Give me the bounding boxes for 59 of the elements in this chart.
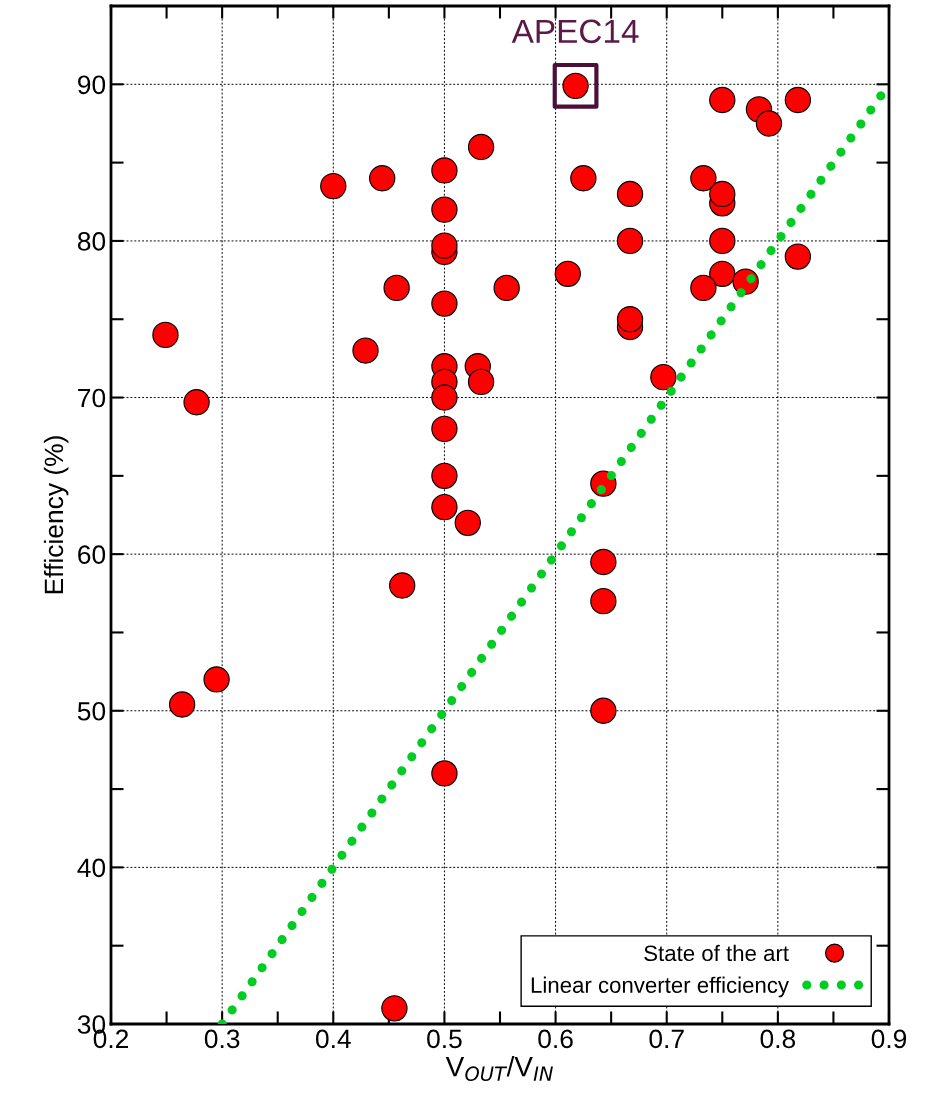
point [431, 462, 458, 490]
point [431, 196, 458, 223]
point [690, 274, 717, 302]
point [168, 691, 196, 718]
point [784, 86, 812, 114]
point [381, 995, 408, 1022]
point [352, 337, 379, 364]
point [383, 274, 410, 302]
annotation: APEC14 [511, 19, 639, 44]
x-tick-label: 0.6 [538, 1029, 573, 1049]
y-tick-label: 50 [77, 701, 106, 721]
y-axis-title: Efficiency (%) [43, 436, 69, 594]
y-tick-label: 60 [78, 545, 106, 564]
point [616, 227, 644, 255]
y-tick-label: 80 [77, 232, 106, 251]
x-axis-title: V$_{OUT}$/V$_{IN}$ [445, 1056, 553, 1082]
point [431, 290, 458, 317]
point [554, 260, 581, 287]
point [431, 493, 458, 521]
point [467, 368, 495, 396]
point [690, 165, 717, 192]
y-tick-label: 70 [78, 388, 106, 408]
x-tick-label: 0.4 [315, 1029, 351, 1049]
point [389, 572, 416, 599]
point [431, 384, 458, 411]
x-tick-label: 0.7 [649, 1029, 684, 1049]
point [320, 172, 347, 200]
point [203, 666, 230, 693]
legend-label: Linear converter efficiency [531, 976, 789, 998]
point [784, 243, 812, 270]
point [152, 321, 179, 349]
point [590, 587, 617, 615]
point [709, 180, 736, 208]
x-tick-label: 0.8 [760, 1029, 796, 1049]
point [709, 260, 736, 287]
point [709, 86, 736, 114]
point [369, 165, 396, 192]
point [755, 110, 783, 137]
point [616, 180, 644, 208]
point [431, 157, 458, 184]
point [431, 415, 458, 443]
point [616, 306, 644, 333]
y-tick-label: 90 [78, 75, 106, 95]
point [709, 227, 736, 255]
x-tick-label: 0.9 [871, 1029, 907, 1049]
legend-label: State of the art [644, 944, 789, 962]
y-tick-label: 40 [77, 858, 106, 878]
x-tick-label: 0.5 [427, 1029, 462, 1049]
point [431, 232, 458, 259]
point [454, 509, 481, 537]
point [493, 274, 520, 302]
point [431, 760, 458, 787]
x-tick-label: 0.3 [204, 1029, 240, 1049]
point [590, 548, 617, 576]
point [183, 389, 210, 416]
point [467, 133, 495, 161]
point [650, 364, 677, 391]
point [590, 697, 617, 724]
point [570, 165, 597, 192]
